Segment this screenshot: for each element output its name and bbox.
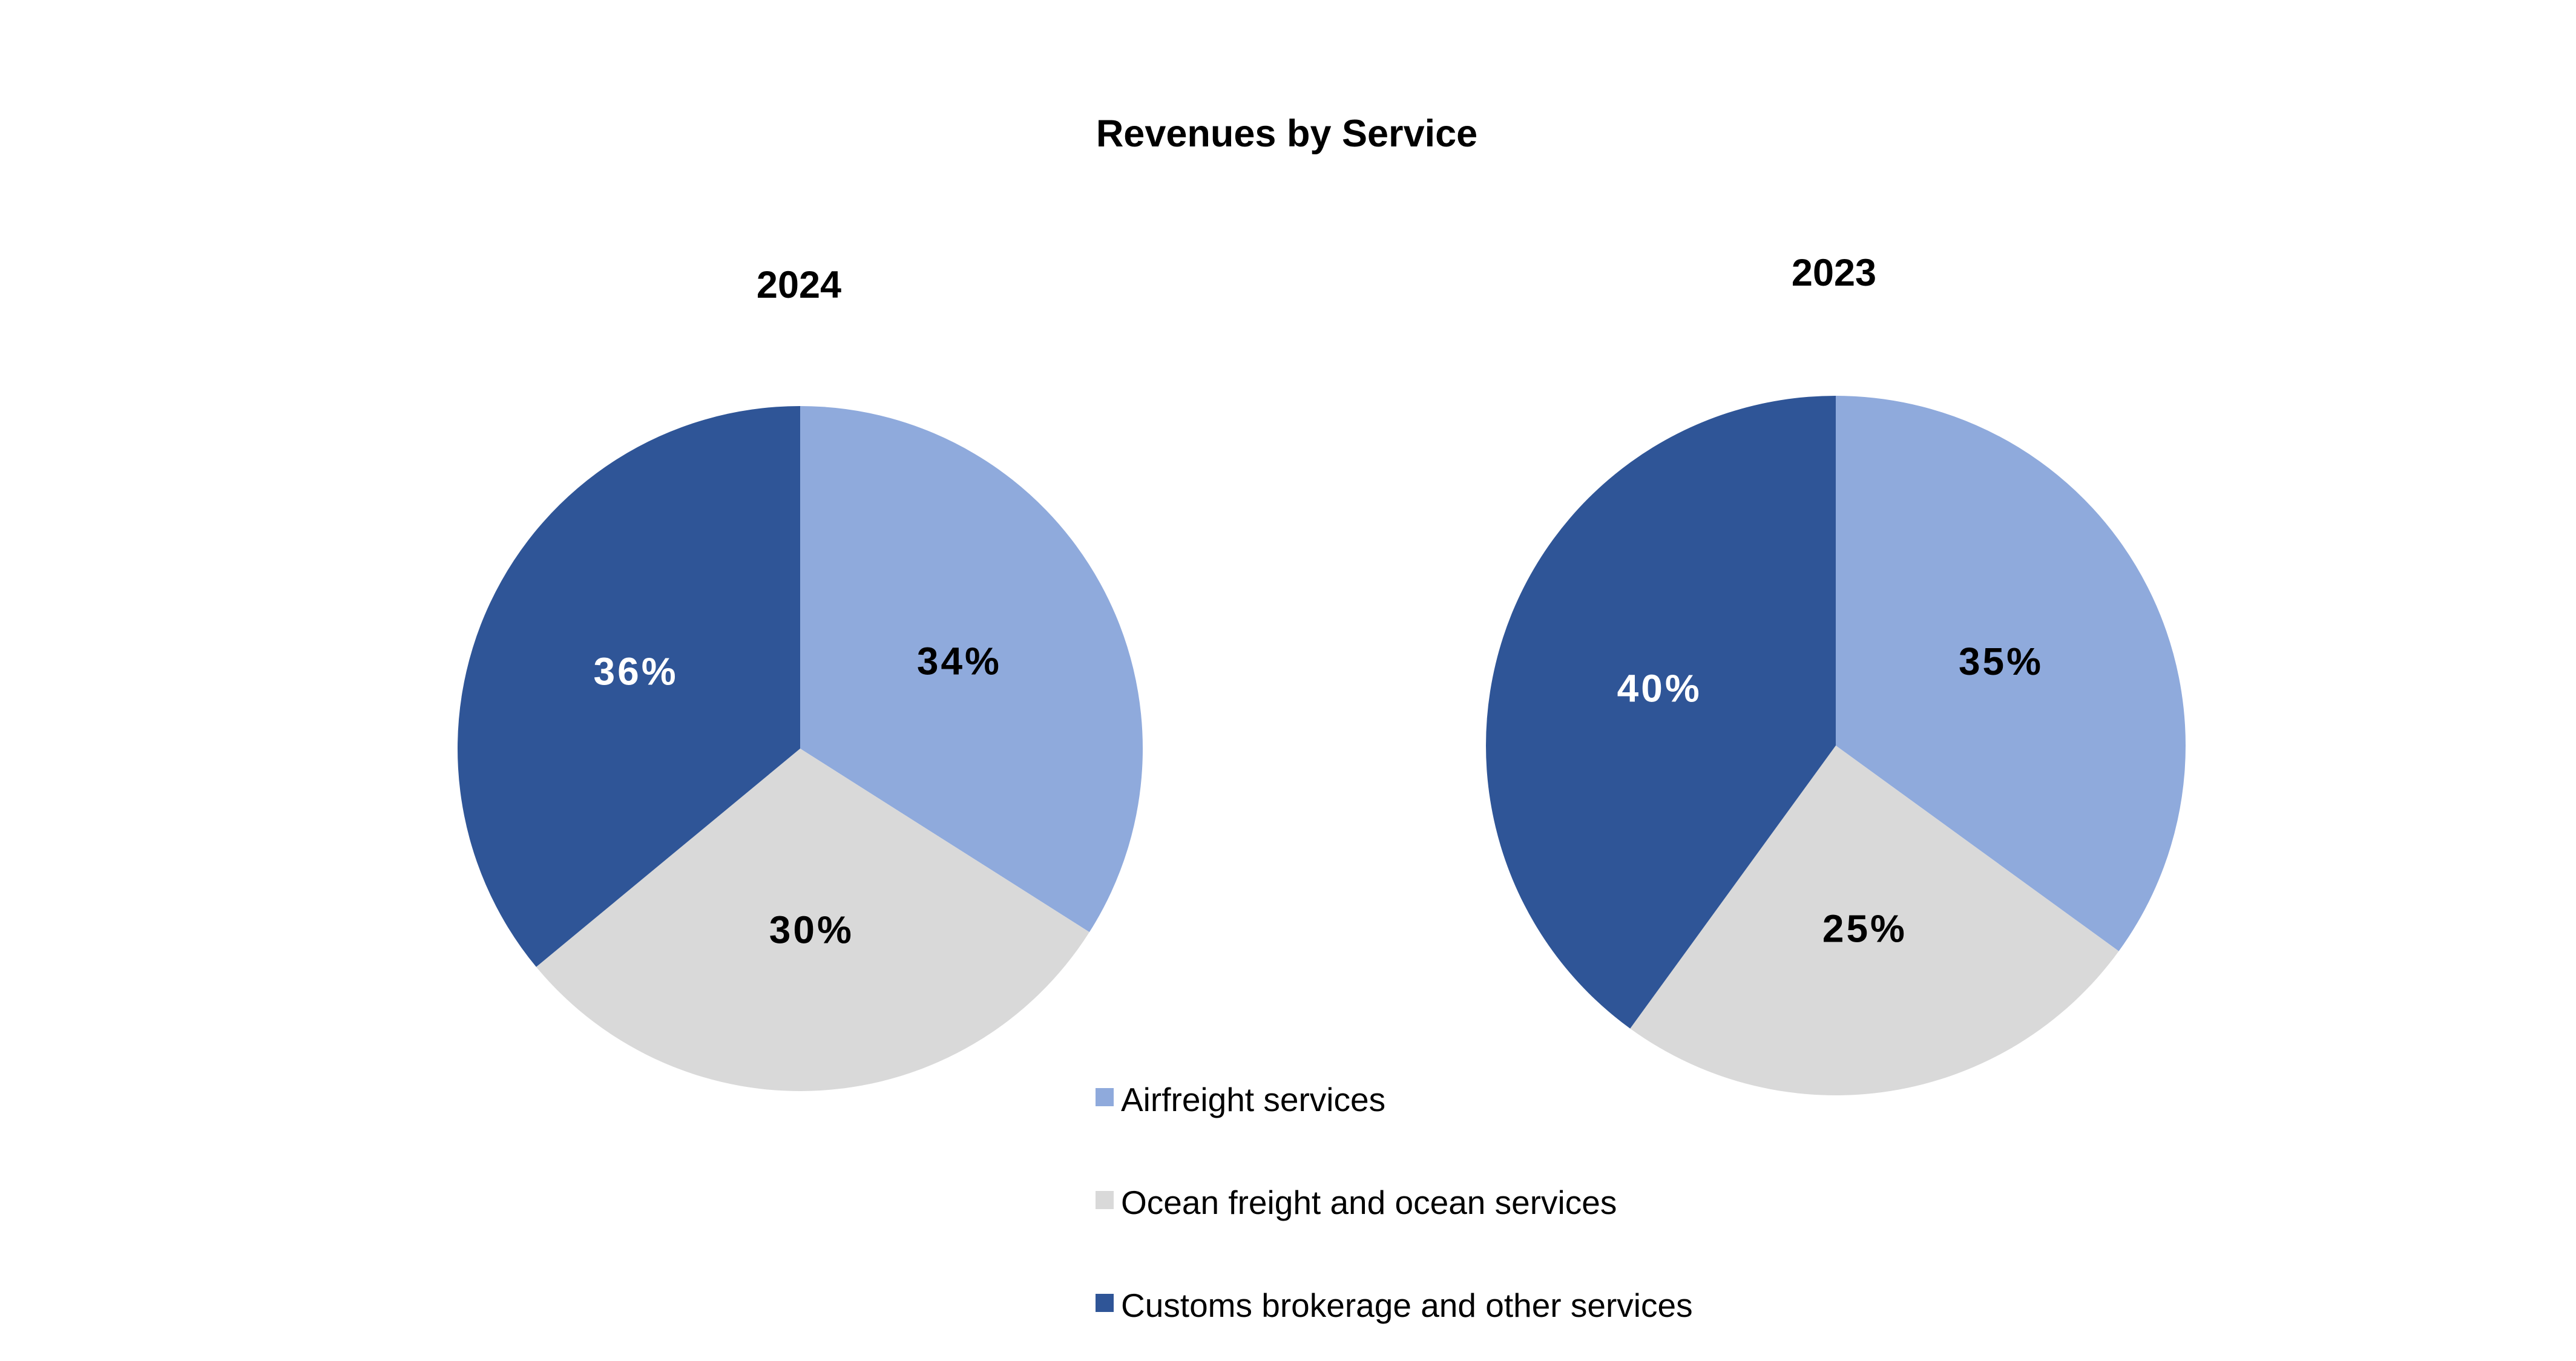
pie-label-2024-ocean-freight: 30% [769, 908, 854, 951]
legend: Airfreight services Ocean freight and oce… [1096, 1081, 1693, 1324]
legend-swatch-ocean-freight [1096, 1191, 1114, 1209]
pie-chart-2023: 2023 35% 25% 40% [1486, 252, 2186, 1095]
pie-title-2023: 2023 [1792, 252, 1876, 294]
legend-swatch-customs-brokerage [1096, 1294, 1114, 1312]
legend-label-airfreight: Airfreight services [1121, 1081, 1385, 1118]
pie-slice-2023-customs-brokerage [1486, 396, 1836, 1029]
legend-swatch-airfreight [1096, 1088, 1114, 1106]
pie-title-2024: 2024 [757, 264, 841, 306]
pie-label-2023-ocean-freight: 25% [1822, 907, 1907, 951]
pie-label-2024-airfreight: 34% [917, 640, 1002, 683]
legend-label-ocean-freight: Ocean freight and ocean services [1121, 1184, 1617, 1221]
chart-title: Revenues by Service [1096, 113, 1477, 155]
pie-slice-2024-ocean-freight [536, 749, 1089, 1091]
pie-slice-2024-airfreight [800, 406, 1143, 933]
legend-label-customs-brokerage: Customs brokerage and other services [1121, 1287, 1693, 1324]
pie-slice-2024-customs-brokerage [458, 406, 800, 967]
pie-label-2024-customs-brokerage: 36% [594, 649, 678, 693]
pie-label-2023-customs-brokerage: 40% [1617, 666, 1702, 710]
pie-chart-2024: 2024 34% 30% 36% [458, 264, 1143, 1091]
pie-label-2023-airfreight: 35% [1959, 640, 2043, 683]
pie-slice-2023-airfreight [1836, 396, 2186, 951]
pie-slice-2023-ocean-freight [1630, 746, 2119, 1095]
